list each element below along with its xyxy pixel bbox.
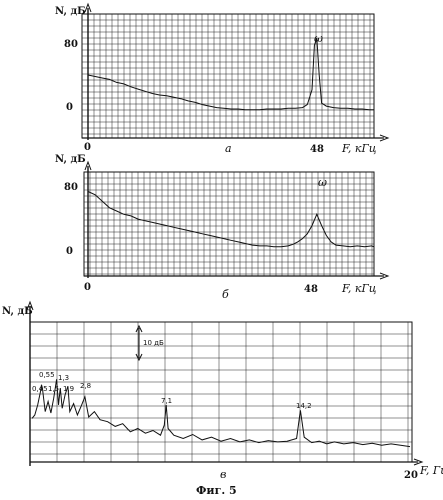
annotation-0-55: 0,55 <box>39 371 55 379</box>
panel-b-xtick-0: 0 <box>84 282 91 293</box>
panel-a-xtick-48: 48 <box>310 144 324 155</box>
panel-a-xlabel: F, кГц <box>341 142 377 155</box>
panel-b-plot-area <box>84 172 374 276</box>
panel-b-xtick-48: 48 <box>304 284 318 295</box>
panel-c-ylabel: N, дБ <box>2 306 33 317</box>
panel-b-ytick-0: 0 <box>66 246 73 257</box>
panel-a: N, дБ 80 0 0 48 F, кГц a ω <box>55 4 388 155</box>
panel-a-label: a <box>225 142 232 155</box>
panel-c: N, дБ 20 F, Гц в 10 дБ 0,45 0,55 1,3 1,5… <box>2 302 443 481</box>
panel-a-ylabel: N, дБ <box>55 6 86 17</box>
annotation-14-2: 14,2 <box>296 402 312 410</box>
panel-b: N, дБ 80 0 0 48 F, кГц б ω <box>55 154 388 301</box>
panel-c-label: в <box>220 468 226 481</box>
panel-b-ylabel: N, дБ <box>55 154 86 165</box>
panel-b-xlabel: F, кГц <box>341 282 377 295</box>
panel-c-xtick-20: 20 <box>404 470 418 481</box>
figure-caption: Фиг. 5 <box>196 484 237 497</box>
panel-b-peak-label: ω <box>318 176 327 189</box>
panel-a-ytick-0: 0 <box>66 102 73 113</box>
annotation-7-1: 7,1 <box>161 397 172 405</box>
scale-annotation: 10 дБ <box>143 339 164 347</box>
annotation-1-5: 1,5 <box>48 385 59 393</box>
panel-a-xtick-0: 0 <box>84 142 91 153</box>
panel-a-plot-area <box>82 14 374 138</box>
panel-a-ytick-80: 80 <box>64 39 78 50</box>
annotation-1-3: 1,3 <box>58 374 69 382</box>
panel-b-label: б <box>222 288 229 301</box>
panel-c-xlabel: F, Гц <box>419 464 443 477</box>
panel-b-ytick-80: 80 <box>64 182 78 193</box>
annotation-2-8: 2,8 <box>80 382 91 390</box>
annotation-0-45: 0,45 <box>32 385 48 393</box>
panel-a-peak-label: ω <box>314 32 323 45</box>
annotation-1-9: 1,9 <box>63 385 74 393</box>
